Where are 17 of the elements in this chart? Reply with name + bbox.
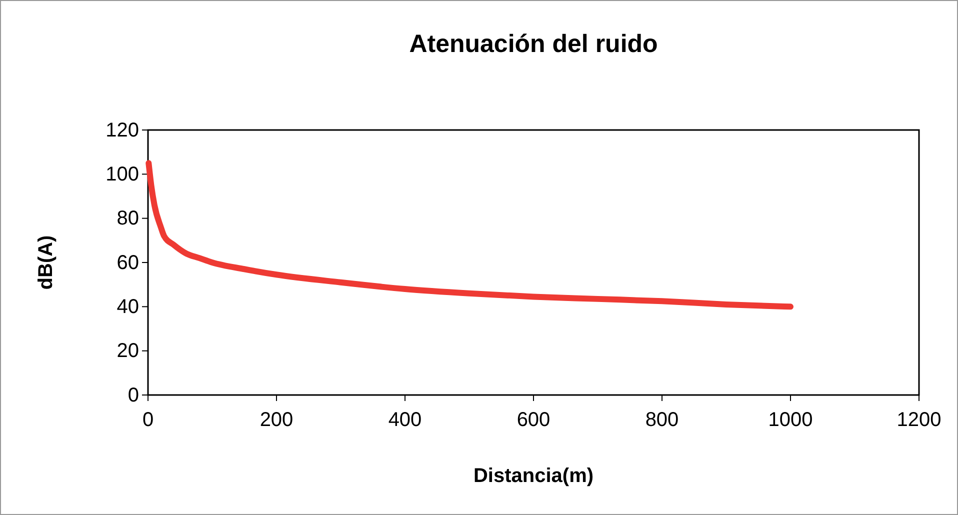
- y-tick-label: 60: [116, 252, 139, 274]
- y-axis-title: dB(A): [35, 235, 57, 290]
- y-tick-label: 0: [128, 384, 139, 406]
- y-tick-label: 80: [116, 208, 139, 230]
- x-tick-label: 0: [142, 409, 154, 431]
- chart-title: Atenuación del ruido: [409, 30, 658, 58]
- x-tick-label: 200: [260, 409, 294, 431]
- x-tick-label: 1200: [896, 409, 942, 431]
- x-axis-title: Distancia(m): [473, 465, 594, 487]
- y-tick-label: 20: [116, 340, 139, 362]
- y-tick-label: 40: [116, 296, 139, 318]
- x-tick-label: 400: [388, 409, 422, 431]
- y-tick-label: 100: [106, 164, 139, 186]
- x-tick-label: 800: [645, 409, 679, 431]
- y-tick-label: 120: [106, 119, 139, 142]
- x-tick-label: 1000: [768, 409, 813, 431]
- x-tick-label: 600: [516, 409, 550, 431]
